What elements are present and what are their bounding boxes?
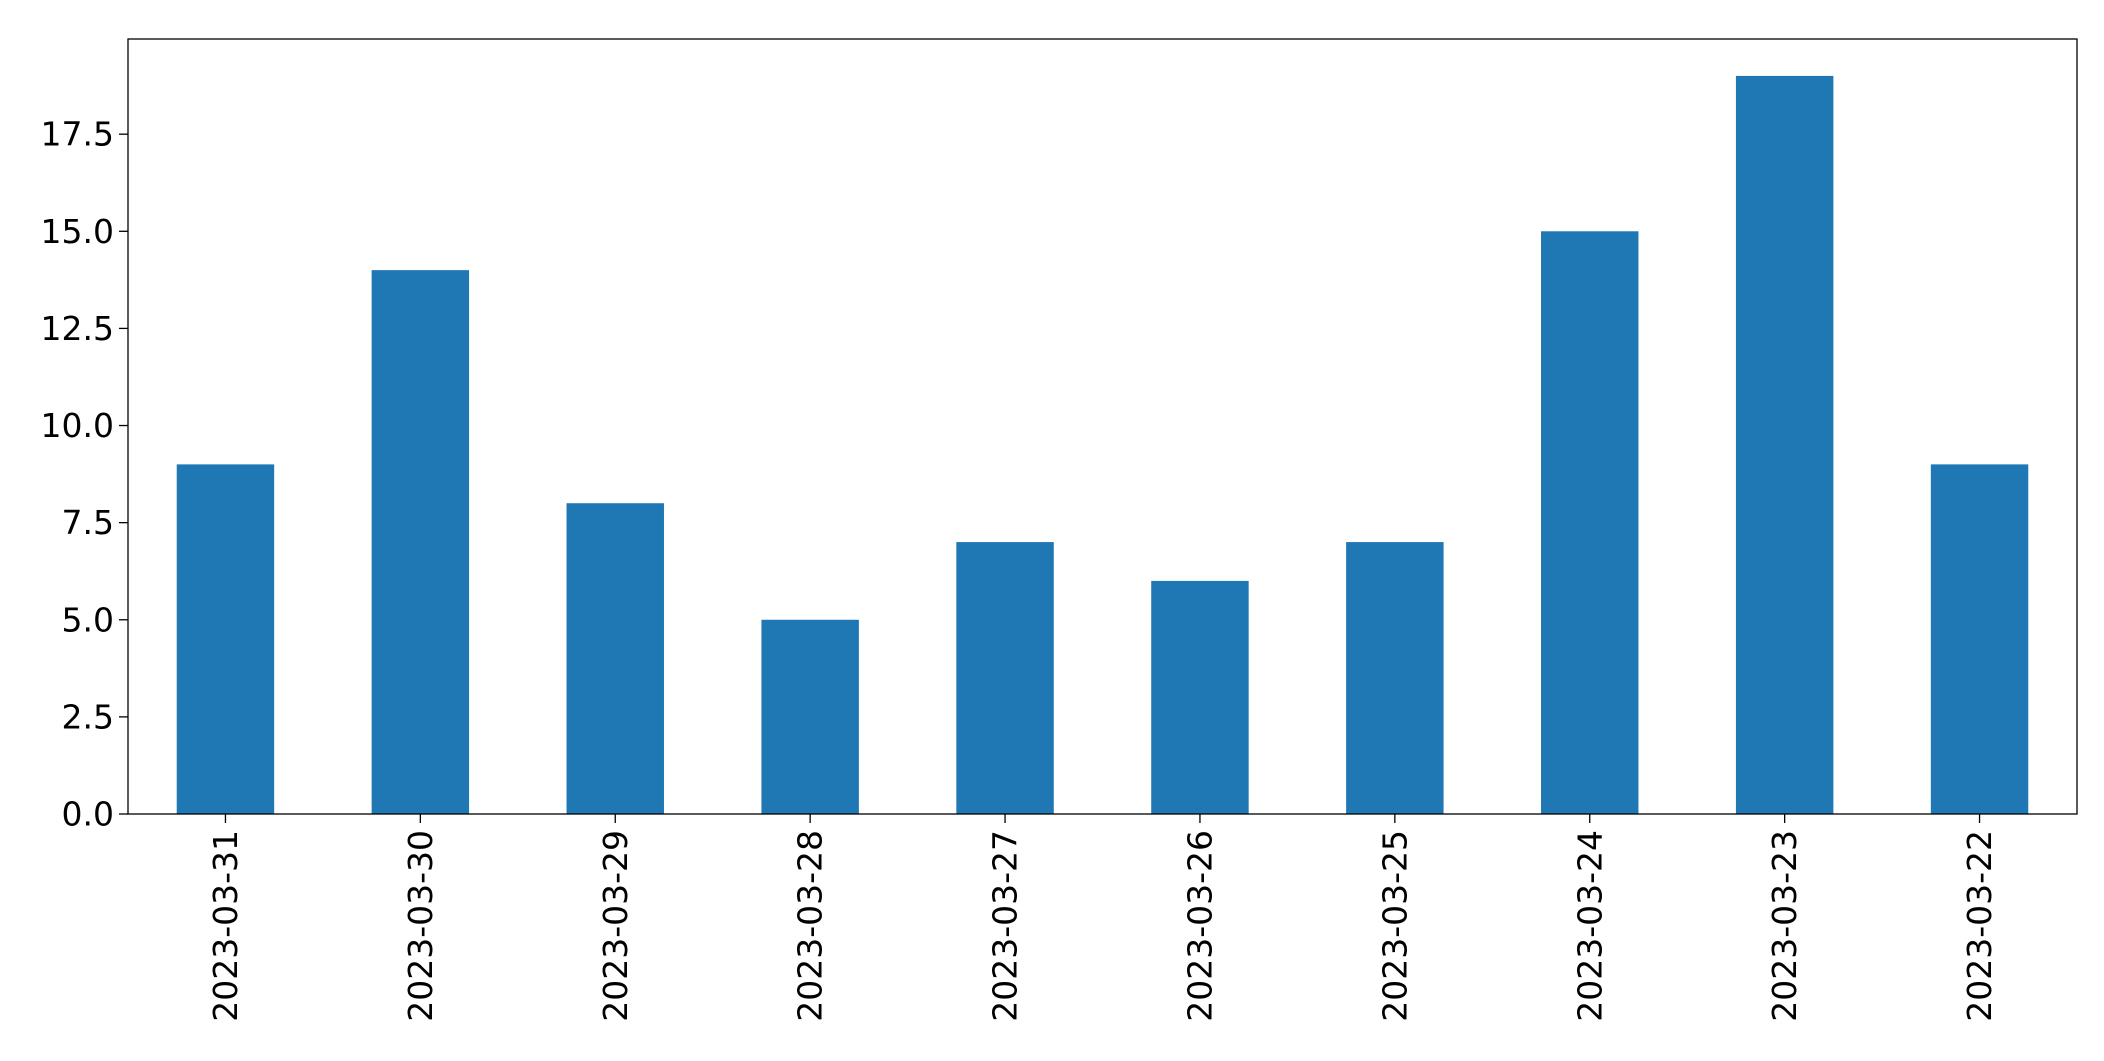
bar-2023-03-23 <box>1735 75 1834 814</box>
bar-2023-03-30 <box>371 270 470 814</box>
bar-2023-03-26 <box>1151 580 1249 814</box>
x-tick-label: 2023-03-27 <box>986 830 1025 1022</box>
bar-2023-03-28 <box>761 619 859 814</box>
bar-2023-03-22 <box>1930 464 2029 814</box>
x-tick-label: 2023-03-25 <box>1375 830 1414 1022</box>
x-tick-label: 2023-03-31 <box>206 830 245 1022</box>
x-tick-label: 2023-03-23 <box>1765 830 1804 1022</box>
x-tick-label: 2023-03-22 <box>1960 830 1999 1022</box>
y-tick-label: 0.0 <box>62 795 114 834</box>
bar-2023-03-27 <box>956 542 1054 814</box>
bar-2023-03-24 <box>1541 231 1639 815</box>
x-tick-label: 2023-03-29 <box>596 830 635 1022</box>
x-tick-label: 2023-03-26 <box>1180 830 1219 1022</box>
y-tick-label: 7.5 <box>62 503 114 542</box>
y-tick-label: 10.0 <box>41 406 114 445</box>
x-tick-label: 2023-03-24 <box>1570 830 1609 1022</box>
bar-2023-03-31 <box>176 464 275 814</box>
x-tick-label: 2023-03-28 <box>791 830 830 1022</box>
bar-2023-03-25 <box>1346 542 1444 814</box>
bar-2023-03-29 <box>566 503 664 814</box>
x-tick-label: 2023-03-30 <box>401 830 440 1022</box>
y-tick-label: 5.0 <box>62 600 114 639</box>
x-axis: 2023-03-31 2023-03-30 2023-03-29 2023-03-28… <box>206 814 1999 1022</box>
y-tick-label: 12.5 <box>41 309 114 348</box>
y-axis: 0.0 2.5 5.0 7.5 10.0 12.5 15.0 17.5 <box>41 115 128 834</box>
y-tick-label: 2.5 <box>62 697 114 736</box>
plot-frame <box>127 38 2078 815</box>
bars-group <box>176 75 2029 815</box>
y-tick-label: 15.0 <box>41 212 114 251</box>
y-tick-label: 17.5 <box>41 115 114 154</box>
